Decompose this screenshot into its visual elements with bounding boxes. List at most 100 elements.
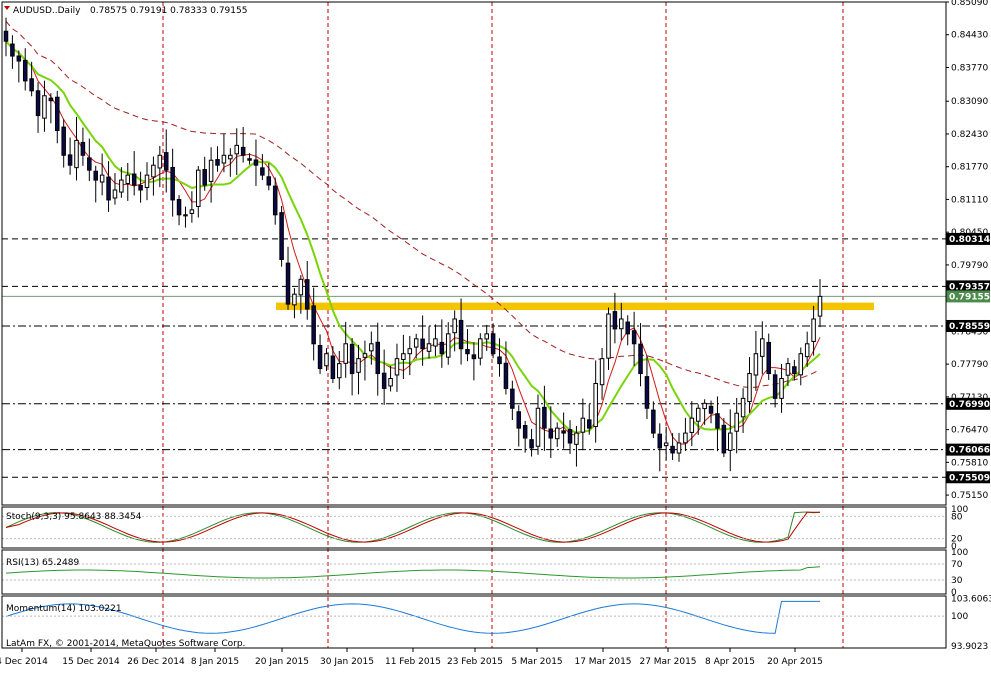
candle-body xyxy=(93,170,98,181)
candle-body xyxy=(516,411,522,429)
time-tick-label: 5 Mar 2015 xyxy=(511,657,562,667)
price-marker-label: 0.76066 xyxy=(949,446,990,456)
candle-body xyxy=(599,358,605,386)
stoch-axis-label: 0 xyxy=(951,542,957,552)
price-marker-box xyxy=(946,280,990,293)
candle-body xyxy=(266,176,272,186)
menu-triangle-icon[interactable] xyxy=(4,6,10,10)
momentum-axis-label: 103.6063 xyxy=(951,594,991,604)
candle-body xyxy=(29,78,34,92)
candle-body xyxy=(529,439,534,449)
time-axis: 4 Dec 2014 15 Dec 2014 26 Dec 2014 8 Jan 20… xyxy=(0,648,823,667)
time-tick-label: 23 Feb 2015 xyxy=(447,657,503,667)
candle-body xyxy=(401,353,406,360)
candle-body xyxy=(734,412,739,432)
time-tick-label: 8 Apr 2015 xyxy=(705,657,755,667)
candle-body xyxy=(497,356,502,365)
momentum-pane-frame xyxy=(1,595,947,649)
candle-body xyxy=(510,388,515,409)
stoch-k-line xyxy=(5,511,821,543)
price-marker-label: 0.80314 xyxy=(949,235,990,245)
candle-body xyxy=(631,330,637,345)
candle-body xyxy=(163,152,169,171)
stoch-d-line xyxy=(5,511,820,543)
candle-body xyxy=(439,341,445,355)
candle-body xyxy=(471,354,477,360)
rsi-axis-label: 0 xyxy=(951,588,957,598)
pane-frames xyxy=(1,1,947,649)
candle-body xyxy=(48,97,54,102)
time-tick-label: 26 Dec 2014 xyxy=(127,657,185,667)
candle-body xyxy=(292,293,297,306)
candle-body xyxy=(381,372,387,389)
candle-body xyxy=(413,338,419,348)
price-tick-label: 0.81770 xyxy=(951,163,988,173)
price-tick-label: 0.83770 xyxy=(951,63,988,73)
price-tick-label: 0.81110 xyxy=(951,195,988,205)
candle-body xyxy=(753,353,759,376)
ma-mid-line xyxy=(5,40,821,434)
candle-body xyxy=(817,295,823,317)
candle-body xyxy=(420,338,425,350)
candle-body xyxy=(87,157,92,171)
time-tick-label: 20 Jan 2015 xyxy=(255,657,309,667)
candle-body xyxy=(766,341,771,375)
time-tick-label: 27 Mar 2015 xyxy=(639,657,696,667)
price-tick-label: 0.83090 xyxy=(951,97,988,107)
time-tick-label: 20 Apr 2015 xyxy=(767,657,823,667)
candle-body xyxy=(112,189,118,199)
candle-body xyxy=(61,126,66,156)
vertical-grid xyxy=(162,2,844,648)
candle-body xyxy=(196,169,201,207)
candle-body xyxy=(445,333,451,358)
candle-body xyxy=(131,173,137,186)
candle-body xyxy=(452,318,457,334)
candle-body xyxy=(657,433,663,449)
indicator-panes xyxy=(2,511,946,634)
stoch-axis-label: 80 xyxy=(951,512,963,522)
candle-body xyxy=(619,318,624,330)
candle-body xyxy=(798,353,804,376)
stoch-pane-frame xyxy=(1,506,947,549)
rsi-axis-label: 30 xyxy=(951,576,963,586)
symbol-label: AUDUSD..Daily xyxy=(13,6,81,16)
candle-body xyxy=(695,407,701,422)
candle-body xyxy=(542,406,547,429)
candle-body xyxy=(708,405,714,414)
candle-body xyxy=(317,345,323,370)
price-marker-box xyxy=(946,443,990,456)
candle-body xyxy=(3,30,9,42)
candle-body xyxy=(606,313,611,359)
candle-body xyxy=(484,333,489,340)
rsi-label: RSI(13) 65.2489 xyxy=(6,558,79,568)
candle-body xyxy=(586,419,592,429)
candle-body xyxy=(554,427,560,440)
candle-body xyxy=(638,343,643,375)
time-tick-label: 30 Jan 2015 xyxy=(320,657,374,667)
rsi-pane-frame xyxy=(1,549,947,595)
candle-body xyxy=(151,164,156,178)
candle-body xyxy=(22,59,28,82)
candle-body xyxy=(612,311,618,330)
time-tick-label: 8 Jan 2015 xyxy=(191,657,239,667)
candle-body xyxy=(728,432,733,451)
candle-body xyxy=(324,353,329,367)
candle-body xyxy=(170,166,175,201)
copyright-text: LatAm FX, © 2001-2014, MetaQuotes Softwa… xyxy=(6,639,245,649)
candle-body xyxy=(548,428,554,439)
candle-body xyxy=(99,174,105,183)
moving-averages xyxy=(5,20,821,445)
price-level-lines xyxy=(2,238,946,478)
candle-body xyxy=(343,343,348,364)
price-tick-label: 0.75150 xyxy=(951,491,988,501)
candle-body xyxy=(535,407,541,447)
candle-body xyxy=(67,154,73,166)
candle-body xyxy=(503,362,509,389)
price-tick-label: 0.85090 xyxy=(951,0,988,8)
price-marker-box xyxy=(946,232,990,245)
candle-body xyxy=(593,382,598,428)
stoch-label: Stoch(9,3,3) 95.8643 88.3454 xyxy=(6,512,142,522)
